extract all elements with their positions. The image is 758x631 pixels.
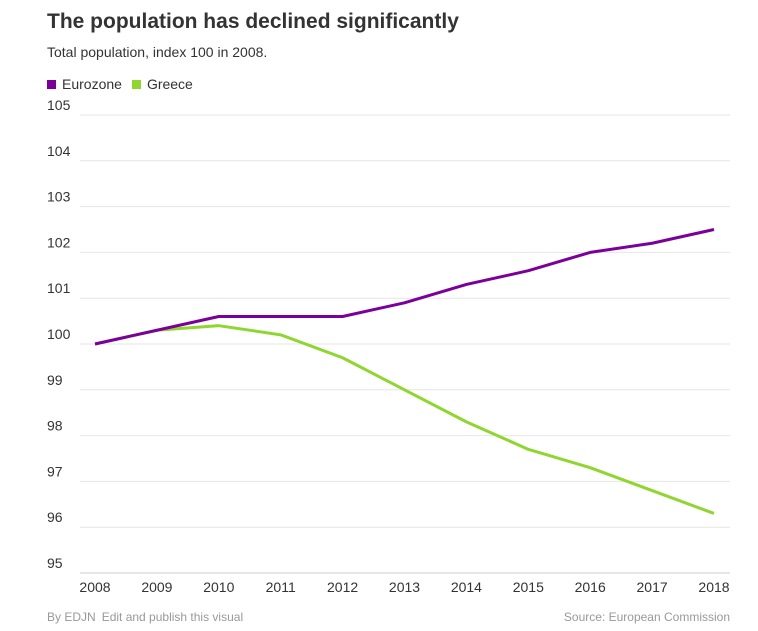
y-tick-label: 105	[47, 97, 71, 113]
byline: By EDJN	[47, 610, 96, 624]
x-tick-label: 2016	[575, 579, 606, 595]
legend-label: Eurozone	[62, 76, 122, 92]
x-tick-label: 2011	[266, 579, 296, 595]
legend-swatch-greece	[131, 79, 141, 89]
legend-swatch-eurozone	[47, 79, 56, 89]
x-tick-label: 2012	[327, 579, 358, 595]
footer-left: By EDJN Edit and publish this visual	[47, 610, 243, 624]
x-tick-label: 2008	[79, 579, 110, 595]
chart-title: The population has declined significantl…	[47, 10, 459, 33]
y-tick-label: 101	[47, 280, 71, 296]
y-tick-label: 98	[47, 418, 63, 434]
y-tick-label: 103	[47, 189, 71, 205]
y-tick-label: 100	[47, 326, 71, 342]
chart-subtitle: Total population, index 100 in 2008.	[47, 44, 268, 60]
legend-item-greece: Greece	[131, 76, 193, 92]
x-tick-label: 2009	[141, 579, 172, 595]
legend: Eurozone Greece	[47, 76, 193, 92]
legend-label: Greece	[146, 76, 193, 92]
x-tick-label: 2015	[513, 579, 544, 595]
y-tick-label: 102	[47, 234, 71, 250]
y-tick-label: 95	[47, 555, 63, 571]
x-tick-label: 2010	[203, 579, 234, 595]
y-tick-label: 99	[47, 372, 63, 388]
x-tick-label: 2018	[698, 579, 729, 595]
y-tick-label: 104	[47, 143, 71, 159]
source-note: Source: European Commission	[563, 610, 730, 624]
legend-item-eurozone: Eurozone	[47, 76, 122, 92]
series-line-eurozone	[94, 228, 715, 346]
x-tick-label: 2014	[451, 579, 482, 595]
y-tick-label: 96	[47, 509, 63, 525]
y-tick-label: 97	[47, 463, 63, 479]
x-tick-label: 2017	[637, 579, 668, 595]
x-tick-label: 2013	[389, 579, 420, 595]
series-line-greece	[94, 324, 715, 515]
edit-publish-link[interactable]: Edit and publish this visual	[101, 610, 244, 624]
